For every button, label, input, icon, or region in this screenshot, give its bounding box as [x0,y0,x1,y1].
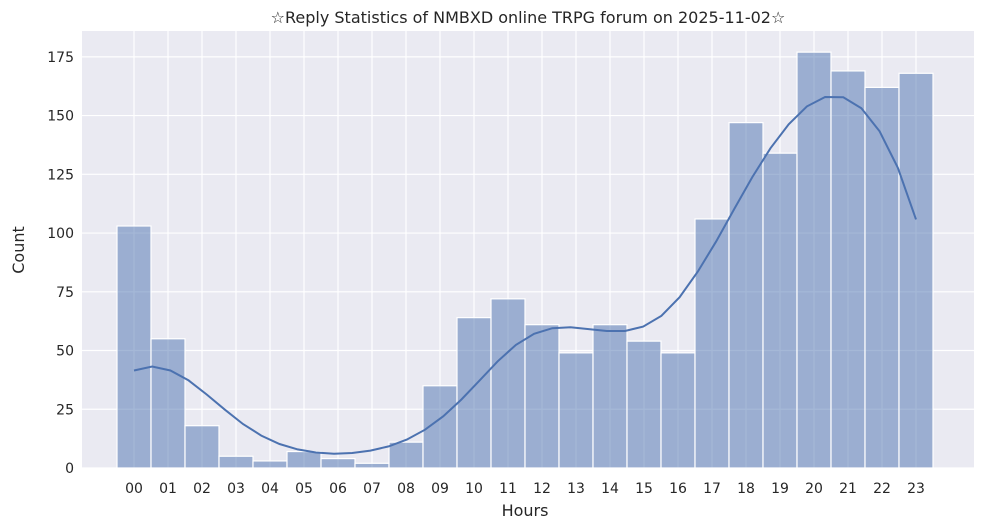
x-tick-label: 13 [567,481,585,497]
x-tick-label: 08 [397,481,415,497]
histogram-bar [150,338,186,469]
x-tick-label: 00 [125,481,143,497]
histogram-bar [184,425,220,469]
bars [116,51,934,469]
histogram-bar [388,441,424,469]
kde-curve [133,95,917,455]
x-tick-label: 11 [499,481,517,497]
y-tick-label: 125 [47,167,74,183]
x-axis-label: Hours [502,501,549,520]
histogram-bar [694,218,730,469]
x-tick-label: 19 [771,481,789,497]
y-tick-label: 150 [47,109,74,125]
histogram-bar [252,460,288,469]
histogram-bar [728,122,764,469]
histogram-bar [592,324,628,469]
x-tick-label: 07 [363,481,381,497]
x-tick-labels: 00 01 02 03 04 05 06 07 08 09 10 11 12 13 14 15 16 17 18 19… [125,481,925,497]
x-tick-label: 12 [533,481,551,497]
histogram-bar [218,455,254,469]
histogram-bar [320,458,356,469]
x-tick-label: 02 [193,481,211,497]
histogram-bar [660,352,696,469]
y-tick-label: 175 [47,50,74,66]
x-tick-label: 09 [431,481,449,497]
chart-title: ☆Reply Statistics of NMBXD online TRPG f… [271,8,786,27]
histogram-bar [456,317,492,469]
y-tick-label: 50 [56,344,74,360]
histogram-bar [830,70,866,469]
histogram-bar [490,298,526,469]
y-tick-label: 100 [47,226,74,242]
x-tick-label: 21 [839,481,857,497]
histogram-bar [796,51,832,469]
x-tick-label: 03 [227,481,245,497]
x-tick-label: 23 [907,481,925,497]
x-tick-label: 05 [295,481,313,497]
y-tick-labels: 0 25 50 75 100 125 150 175 [47,50,74,477]
x-tick-label: 04 [261,481,279,497]
y-axis-label: Count [9,226,28,274]
x-tick-label: 17 [703,481,721,497]
x-tick-label: 10 [465,481,483,497]
histogram-bar [898,72,934,469]
histogram-bar [354,462,390,469]
histogram-bar [864,86,900,469]
x-tick-label: 22 [873,481,891,497]
x-tick-label: 06 [329,481,347,497]
x-tick-label: 16 [669,481,687,497]
histogram-bar [116,225,152,469]
x-tick-label: 15 [635,481,653,497]
y-tick-label: 75 [56,285,74,301]
x-tick-label: 18 [737,481,755,497]
x-tick-label: 20 [805,481,823,497]
x-tick-label: 01 [159,481,177,497]
histogram-bar [286,450,322,469]
x-tick-label: 14 [601,481,619,497]
histogram-bar [762,152,798,469]
y-tick-label: 0 [65,461,74,477]
histogram-bar [558,352,594,469]
histogram-bar [524,324,560,469]
histogram-bar [626,340,662,469]
y-tick-label: 25 [56,402,74,418]
